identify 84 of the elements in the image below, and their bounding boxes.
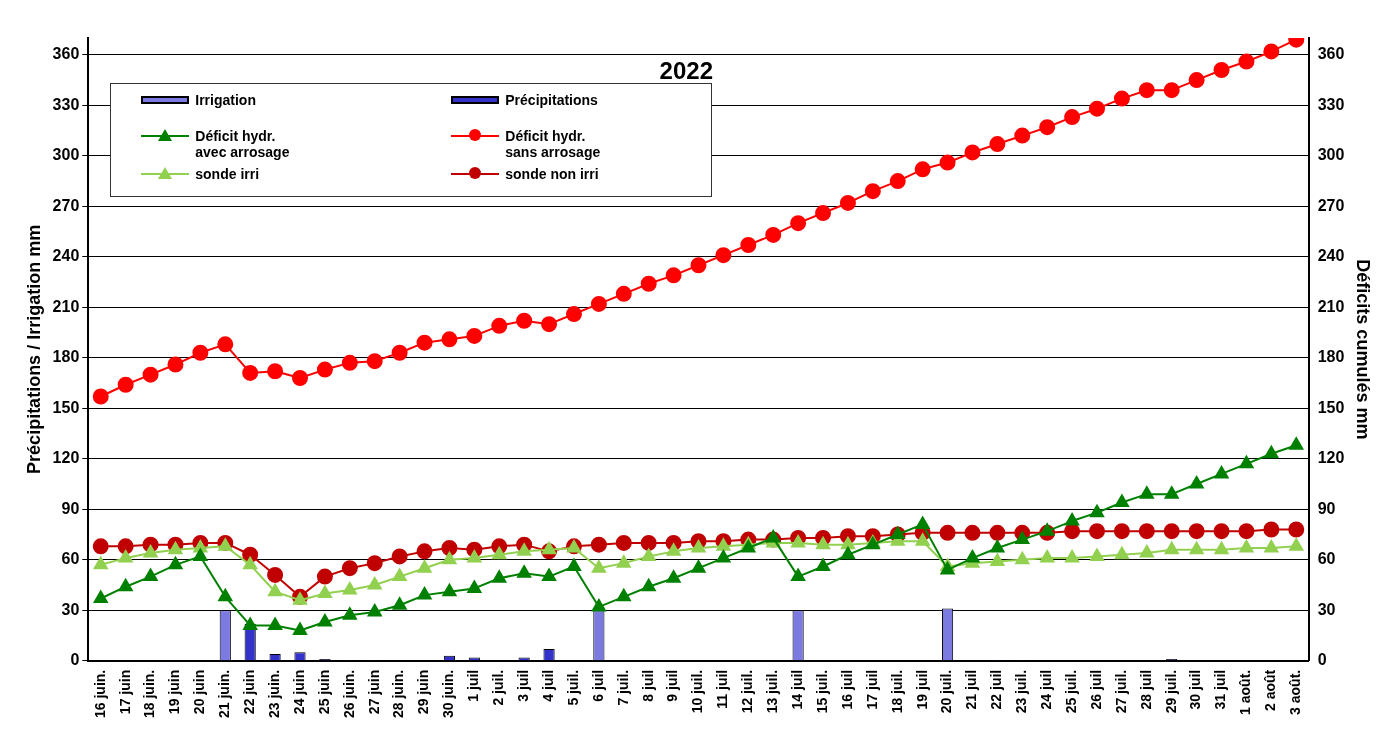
x-tick-label: 14 juil bbox=[788, 669, 805, 710]
y-tick-label: 180 bbox=[52, 348, 80, 366]
x-tick-label: 23 juil. bbox=[1013, 669, 1030, 714]
x-tick-label: 18 juin. bbox=[141, 669, 158, 718]
x-tick-label: 1 juil bbox=[465, 669, 482, 702]
legend-label: sonde irri bbox=[195, 166, 260, 182]
y-tick-label: 120 bbox=[52, 449, 80, 467]
x-tick-label: 30 juin. bbox=[440, 669, 457, 718]
x-tick-label: 21 juin. bbox=[216, 669, 233, 718]
x-tick-label: 24 juin bbox=[290, 669, 307, 715]
x-tick-label: 26 juil bbox=[1087, 669, 1104, 710]
y-tick-label: 30 bbox=[61, 600, 80, 618]
y-tick-label: 330 bbox=[52, 95, 80, 113]
x-tick-label: 29 juin bbox=[415, 669, 432, 715]
y2-tick-label: 270 bbox=[1317, 196, 1345, 214]
y2-tick-label: 330 bbox=[1317, 95, 1345, 113]
y2-tick-label: 60 bbox=[1317, 550, 1336, 568]
y-tick-label: 240 bbox=[52, 247, 80, 265]
x-tick-label: 18 juil. bbox=[888, 669, 905, 714]
x-tick-label: 2 juil. bbox=[490, 669, 507, 706]
x-tick-label: 6 juil bbox=[589, 669, 606, 702]
x-tick-label: 16 juin. bbox=[91, 669, 108, 718]
x-tick-label: 22 juil bbox=[988, 669, 1005, 710]
legend-label: Déficit hydr. avec arrosage bbox=[195, 128, 290, 160]
y-tick-label: 90 bbox=[61, 499, 80, 517]
y2-tick-label: 150 bbox=[1317, 398, 1345, 416]
text: 2022 bbox=[659, 56, 713, 84]
x-tick-label: 8 juil bbox=[639, 669, 656, 702]
y2-tick-label: 30 bbox=[1317, 600, 1336, 618]
y-tick-label: 300 bbox=[52, 146, 80, 164]
x-tick-label: 3 juil bbox=[515, 669, 532, 702]
x-tick-label: 1 août. bbox=[1237, 669, 1254, 715]
x-tick-label: 31 juil bbox=[1212, 669, 1229, 710]
x-tick-label: 11 juil bbox=[714, 669, 731, 709]
y-tick-label: 150 bbox=[52, 398, 80, 416]
x-tick-label: 29 juil. bbox=[1162, 669, 1179, 714]
x-tick-label: 10 juil. bbox=[689, 669, 706, 714]
legend-label: Précipitations bbox=[505, 92, 598, 108]
x-tick-label: 19 juil bbox=[913, 669, 930, 710]
legend-label: Irrigation bbox=[195, 92, 256, 108]
y2-axis-title: Déficits cumulés mm bbox=[1353, 259, 1374, 440]
y2-tick-label: 120 bbox=[1317, 449, 1345, 467]
x-tick-label: 3 août. bbox=[1287, 669, 1304, 715]
x-tick-label: 28 juil bbox=[1137, 669, 1154, 710]
y-axis-title: Précipitations / Irrigation mm bbox=[23, 224, 44, 474]
x-tick-label: 20 juil. bbox=[938, 669, 955, 714]
y2-tick-label: 300 bbox=[1317, 146, 1345, 164]
x-tick-label: 26 juin. bbox=[340, 669, 357, 718]
x-tick-label: 4 juil bbox=[539, 669, 556, 702]
y2-tick-label: 180 bbox=[1317, 348, 1345, 366]
y2-tick-label: 0 bbox=[1317, 651, 1327, 669]
x-tick-label: 17 juil bbox=[863, 669, 880, 710]
x-tick-label: 23 juin. bbox=[265, 669, 282, 718]
x-tick-label: 13 juil. bbox=[764, 669, 781, 714]
x-tick-label: 5 juil. bbox=[564, 669, 581, 706]
x-tick-label: 25 juin bbox=[315, 669, 332, 715]
x-tick-label: 15 juil. bbox=[813, 669, 830, 714]
x-tick-label: 2 août bbox=[1262, 669, 1279, 711]
x-tick-label: 20 juin bbox=[191, 669, 208, 715]
legend-label: sonde non irri bbox=[505, 166, 599, 182]
x-tick-label: 28 juin. bbox=[390, 669, 407, 718]
x-tick-label: 17 juin bbox=[116, 669, 133, 715]
y2-tick-label: 90 bbox=[1317, 499, 1336, 517]
x-tick-label: 30 juil bbox=[1187, 669, 1204, 710]
y-tick-label: 60 bbox=[61, 550, 80, 568]
x-tick-label: 12 juil. bbox=[739, 669, 756, 714]
x-tick-label: 7 juil. bbox=[614, 669, 631, 706]
y-tick-label: 210 bbox=[52, 297, 80, 315]
x-tick-label: 21 juil bbox=[963, 669, 980, 710]
x-tick-label: 27 juin bbox=[365, 669, 382, 715]
x-tick-label: 25 juil. bbox=[1062, 669, 1079, 714]
x-tick-label: 19 juin bbox=[166, 669, 183, 715]
y2-tick-label: 360 bbox=[1317, 45, 1345, 63]
y-tick-label: 360 bbox=[52, 45, 80, 63]
x-tick-label: 27 juil. bbox=[1112, 669, 1129, 714]
x-tick-label: 24 juil bbox=[1038, 669, 1055, 710]
y-tick-label: 0 bbox=[70, 651, 80, 669]
x-tick-label: 16 juil bbox=[838, 669, 855, 710]
x-tick-label: 9 juil bbox=[664, 669, 681, 702]
x-tick-label: 22 juin bbox=[241, 669, 258, 715]
legend-label: Déficit hydr. sans arrosage bbox=[505, 128, 601, 160]
y-tick-label: 270 bbox=[52, 196, 80, 214]
y2-tick-label: 210 bbox=[1317, 297, 1345, 315]
y2-tick-label: 240 bbox=[1317, 247, 1345, 265]
